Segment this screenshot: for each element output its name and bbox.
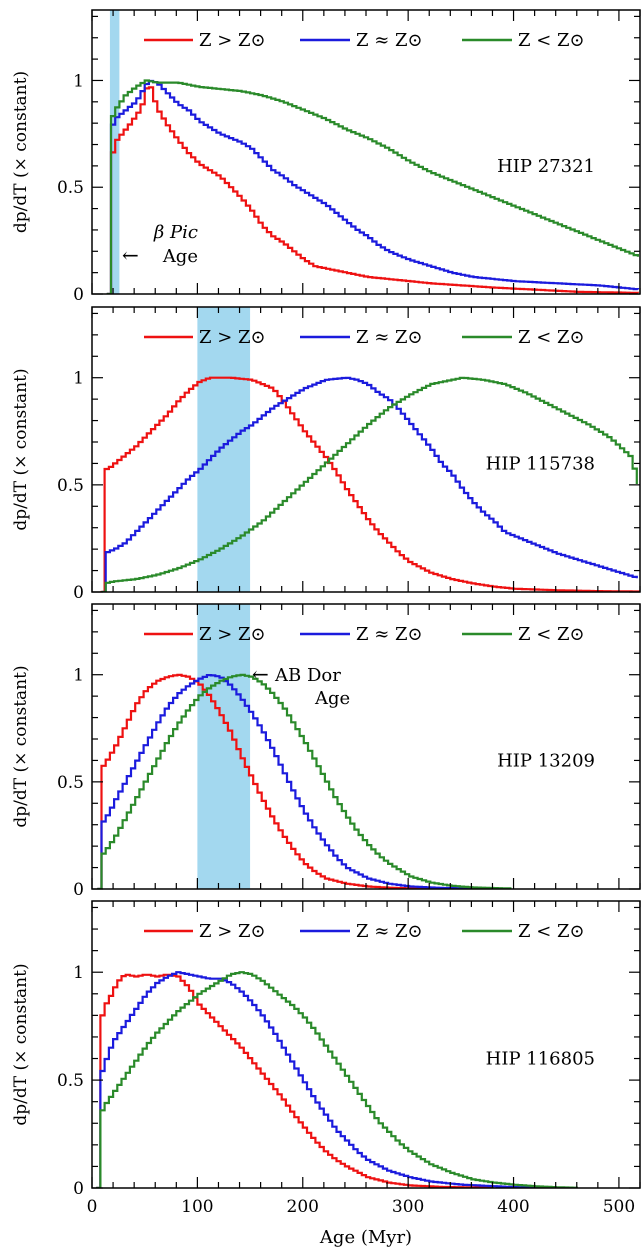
x-tick-label: 0 — [87, 1197, 98, 1217]
series-line-high_z — [106, 86, 639, 294]
x-tick-label: 300 — [392, 1197, 424, 1217]
legend-label: Z ≈ Z⊙ — [356, 30, 423, 51]
y-tick-label: 1 — [73, 666, 84, 686]
series-line-low_z — [101, 376, 638, 592]
series-line-solar_z — [97, 674, 490, 889]
legend-label: Z ≈ Z⊙ — [356, 624, 423, 645]
age-band — [197, 604, 251, 889]
chart-panel: 0 0.5 1 0 100 200 300 400 500 dp/dT (× constant) Z… — [11, 900, 641, 1217]
y-tick-label: 0.5 — [57, 1071, 84, 1091]
y-axis-label: dp/dT (× constant) — [11, 665, 31, 827]
y-axis-label: dp/dT (× constant) — [11, 71, 31, 233]
x-axis-label: Age (Myr) — [319, 1227, 412, 1248]
series-line-solar_z — [96, 971, 566, 1188]
legend-label: Z < Z⊙ — [518, 30, 585, 51]
annotation-arrow: ← — [122, 243, 139, 267]
legend-label: Z < Z⊙ — [518, 327, 585, 348]
series-line-high_z — [100, 376, 640, 592]
legend-label: Z < Z⊙ — [518, 624, 585, 645]
series-group — [97, 673, 512, 889]
chart-panel: 0 0.5 1 dp/dT (× constant) Z > Z⊙ Z ≈ Z⊙ Z < Z… — [11, 603, 641, 900]
legend-label: Z ≈ Z⊙ — [356, 327, 423, 348]
plot-frame — [91, 603, 641, 890]
star-label: HIP 27321 — [497, 156, 595, 177]
series-group — [106, 79, 639, 294]
star-label: HIP 13209 — [497, 750, 595, 771]
x-tick-label: 400 — [497, 1197, 529, 1217]
y-tick-label: 0.5 — [57, 178, 84, 198]
y-tick-label: 0.5 — [57, 476, 84, 496]
legend-label: Z > Z⊙ — [199, 624, 266, 645]
series-line-low_z — [106, 79, 639, 294]
y-tick-label: 0 — [73, 285, 84, 305]
y-tick-label: 0 — [73, 880, 84, 900]
series-line-solar_z — [101, 376, 638, 592]
annotation-line: AB Dor — [274, 665, 341, 686]
plot-frame — [91, 306, 641, 593]
star-label: HIP 116805 — [486, 1049, 595, 1070]
legend-label: Z > Z⊙ — [199, 921, 266, 942]
legend-label: Z ≈ Z⊙ — [356, 921, 423, 942]
series-line-low_z — [97, 673, 512, 889]
y-tick-label: 0 — [73, 1179, 84, 1199]
series-line-solar_z — [106, 79, 639, 294]
y-axis-label: dp/dT (× constant) — [11, 963, 31, 1125]
age-band — [197, 307, 251, 592]
legend-label: Z < Z⊙ — [518, 921, 585, 942]
y-tick-label: 0 — [73, 583, 84, 603]
x-tick-label: 100 — [181, 1197, 213, 1217]
legend-label: Z > Z⊙ — [199, 327, 266, 348]
plot-frame — [91, 900, 641, 1189]
series-group — [100, 376, 640, 592]
x-tick-label: 500 — [603, 1197, 635, 1217]
y-axis-label: dp/dT (× constant) — [11, 368, 31, 530]
star-label: HIP 115738 — [486, 453, 595, 474]
x-tick-label: 200 — [287, 1197, 319, 1217]
series-group — [96, 971, 578, 1188]
chart-panel: 0 0.5 1 dp/dT (× constant) Z > Z⊙ Z ≈ Z⊙ Z < Z… — [11, 306, 641, 603]
series-line-high_z — [96, 973, 494, 1188]
legend-label: Z > Z⊙ — [199, 30, 266, 51]
annotation-line: β Pic — [153, 222, 198, 243]
y-tick-label: 1 — [73, 369, 84, 389]
y-tick-label: 1 — [73, 71, 84, 91]
y-tick-label: 1 — [73, 963, 84, 983]
series-line-low_z — [96, 971, 578, 1188]
annotation-line: Age — [162, 246, 198, 267]
y-tick-label: 0.5 — [57, 773, 84, 793]
series-line-high_z — [97, 673, 449, 889]
chart-panel: 0 0.5 1 dp/dT (× constant) Z > Z⊙ Z ≈ Z⊙ Z < Z… — [11, 9, 641, 305]
annotation-line: Age — [314, 688, 350, 709]
annotation-arrow: ← — [252, 662, 269, 686]
